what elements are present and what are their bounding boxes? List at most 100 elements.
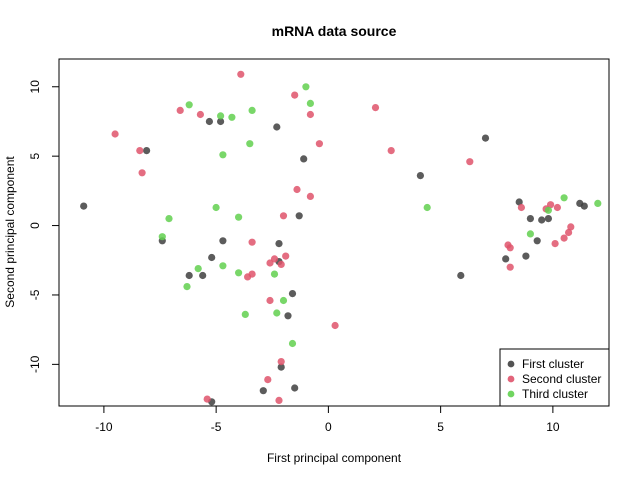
- legend-label: Second cluster: [522, 372, 601, 386]
- data-point-series-1: [80, 202, 88, 210]
- data-point-series-2: [547, 201, 555, 209]
- data-point-series-2: [506, 263, 514, 271]
- x-tick-label: 10: [546, 420, 560, 434]
- data-point-series-3: [158, 233, 166, 241]
- data-point-series-3: [246, 140, 254, 148]
- data-point-series-3: [235, 269, 243, 277]
- data-point-series-3: [219, 151, 227, 159]
- data-point-series-1: [219, 237, 227, 245]
- legend-marker: [507, 390, 515, 398]
- y-tick-label: 10: [28, 80, 42, 94]
- data-point-series-1: [533, 237, 541, 245]
- x-tick-label: -5: [211, 420, 222, 434]
- data-point-series-1: [275, 240, 283, 248]
- data-point-series-2: [266, 296, 274, 305]
- data-point-series-3: [594, 199, 602, 207]
- data-point-series-2: [306, 192, 314, 200]
- data-point-series-3: [219, 262, 227, 270]
- data-point-series-2: [282, 252, 290, 260]
- data-point-series-2: [306, 110, 314, 119]
- y-axis: -10 -5 0 5 10: [28, 80, 60, 373]
- x-tick-label: 5: [437, 420, 444, 434]
- data-point-series-2: [293, 185, 301, 194]
- data-point-series-1: [208, 253, 216, 262]
- legend-label: First cluster: [522, 357, 584, 371]
- data-point-series-1: [526, 215, 535, 223]
- data-point-series-1: [199, 271, 207, 280]
- data-point-series-3: [423, 203, 431, 212]
- data-point-series-3: [212, 203, 220, 212]
- data-point-series-1: [273, 123, 281, 131]
- y-tick-label: -10: [28, 355, 42, 373]
- data-point-series-3: [228, 113, 236, 121]
- data-point-series-2: [275, 396, 283, 404]
- data-point-series-2: [248, 238, 256, 246]
- data-point-series-1: [295, 212, 303, 220]
- data-point-series-2: [176, 106, 184, 114]
- data-point-series-1: [544, 215, 553, 223]
- data-point-series-3: [235, 213, 243, 221]
- data-point-series-2: [291, 91, 299, 99]
- data-point-series-3: [279, 296, 288, 305]
- data-point-series-2: [279, 212, 288, 220]
- data-point-series-3: [526, 230, 535, 238]
- data-point-series-1: [457, 271, 465, 280]
- x-axis: -10 -5 0 5 10: [95, 405, 560, 434]
- legend-marker: [507, 375, 515, 383]
- data-point-series-2: [567, 223, 575, 231]
- chart-title: mRNA data source: [272, 23, 397, 39]
- data-point-series-2: [551, 240, 559, 248]
- data-point-series-2: [203, 395, 211, 403]
- data-point-series-2: [565, 228, 573, 237]
- data-point-series-1: [416, 172, 424, 180]
- data-point-series-1: [205, 117, 213, 126]
- data-point-series-1: [502, 255, 510, 263]
- data-point-series-3: [273, 309, 281, 317]
- data-point-series-1: [522, 252, 530, 260]
- y-axis-label: Second principal component: [3, 156, 17, 308]
- data-point-series-2: [387, 147, 395, 155]
- data-point-series-3: [302, 83, 310, 91]
- data-point-series-1: [284, 312, 292, 320]
- data-point-series-2: [136, 147, 144, 155]
- data-point-series-2: [331, 321, 339, 330]
- data-point-series-3: [183, 283, 191, 291]
- data-point-series-1: [481, 134, 490, 142]
- legend-box: [499, 348, 610, 407]
- data-point-series-2: [277, 260, 285, 268]
- data-point-series-1: [291, 384, 299, 392]
- data-point-series-2: [248, 270, 256, 278]
- data-point-series-2: [264, 376, 272, 384]
- x-tick-label: -10: [95, 420, 113, 434]
- data-point-series-1: [515, 198, 523, 206]
- data-point-series-3: [544, 206, 553, 214]
- data-point-series-1: [288, 290, 297, 298]
- data-point-series-1: [143, 147, 151, 155]
- data-point-series-2: [560, 234, 568, 242]
- data-point-series-2: [553, 203, 562, 212]
- data-point-series-1: [217, 117, 225, 126]
- data-point-series-2: [138, 169, 146, 177]
- data-point-series-1: [538, 216, 546, 224]
- data-points: [80, 70, 602, 406]
- data-point-series-1: [277, 363, 285, 371]
- x-tick-label: 0: [325, 420, 332, 434]
- data-point-series-3: [217, 112, 225, 120]
- data-point-series-2: [277, 358, 285, 366]
- x-axis-label: First principal component: [267, 451, 402, 465]
- data-point-series-3: [306, 99, 314, 107]
- data-point-series-1: [300, 155, 308, 163]
- y-tick-label: 5: [28, 153, 42, 160]
- data-point-series-2: [196, 110, 204, 119]
- data-point-series-2: [315, 140, 323, 148]
- data-point-series-2: [237, 70, 245, 78]
- data-point-series-3: [241, 310, 249, 318]
- data-point-series-3: [248, 106, 256, 114]
- data-point-series-3: [185, 101, 193, 109]
- data-point-series-3: [194, 265, 202, 273]
- data-point-series-2: [466, 158, 474, 166]
- data-point-series-2: [506, 244, 514, 252]
- legend-marker: [507, 360, 515, 368]
- data-point-series-1: [185, 271, 193, 280]
